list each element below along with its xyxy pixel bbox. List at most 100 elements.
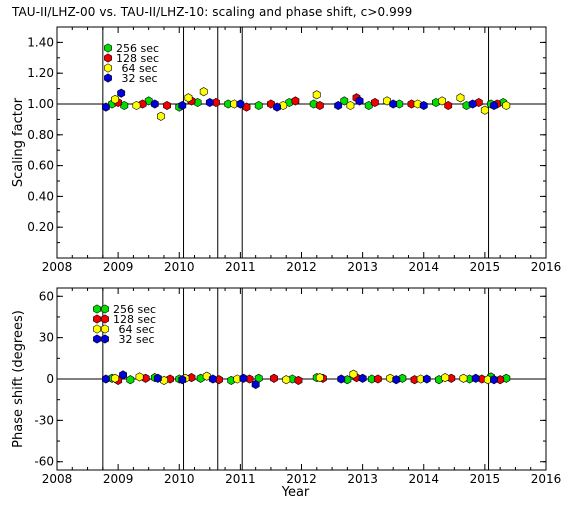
- data-point-32-sec: [205, 97, 214, 108]
- legend-marker: [104, 63, 112, 73]
- data-point-256-sec: [502, 373, 511, 383]
- data-point-64-sec: [132, 100, 141, 111]
- data-point-32-sec: [251, 379, 260, 390]
- y-tick-label: 1.20: [27, 66, 54, 80]
- x-tick-label: 2011: [225, 260, 256, 274]
- data-point-32-sec: [239, 373, 248, 383]
- data-point-32-sec: [392, 375, 401, 385]
- panel-2: 2008 2009 2010 2011 2012 2013 2014 2015 2016 -60 -…: [11, 287, 562, 500]
- y-tick-label: 0.80: [27, 128, 54, 142]
- data-point-32-sec: [358, 373, 367, 383]
- legend-label: 128 sec: [116, 52, 159, 65]
- legend-label: 256 sec: [113, 303, 156, 316]
- data-point-64-sec: [312, 90, 321, 100]
- data-point-32-sec: [468, 99, 477, 109]
- data-point-32-sec: [422, 374, 431, 384]
- data-point-64-sec: [438, 96, 447, 106]
- x-tick-label: 2015: [470, 472, 501, 486]
- y-axis-label: Phase shift (degrees): [11, 310, 26, 448]
- data-point-128-sec: [373, 374, 382, 384]
- data-point-32-sec: [153, 373, 162, 383]
- data-point-128-sec: [138, 99, 147, 109]
- data-point-256-sec: [144, 96, 153, 106]
- data-point-64-sec: [157, 111, 165, 121]
- data-point-64-sec: [184, 93, 193, 103]
- data-point-64-sec: [315, 373, 324, 383]
- legend-marker: [93, 304, 101, 314]
- data-point-64-sec: [111, 373, 119, 383]
- data-point-256-sec: [309, 99, 318, 109]
- y-tick-label: 30: [39, 331, 54, 345]
- legend-marker: [93, 324, 101, 334]
- data-point-256-sec: [126, 375, 135, 385]
- legend-label: 32 sec: [113, 333, 155, 346]
- data-point-32-sec: [117, 88, 126, 98]
- y-tick-label: 1.40: [27, 35, 54, 49]
- data-point-32-sec: [150, 99, 159, 109]
- chart-title: TAU-II/LHZ-00 vs. TAU-II/LHZ-10: scaling…: [12, 5, 413, 19]
- data-point-32-sec: [337, 374, 346, 384]
- y-tick-label: 0: [46, 372, 54, 386]
- x-tick-label: 2008: [42, 260, 73, 274]
- x-tick-label: 2014: [408, 472, 439, 486]
- data-point-128-sec: [266, 99, 275, 109]
- legend-label: 64 sec: [113, 323, 155, 336]
- x-axis-label: Year: [281, 485, 310, 500]
- data-point-32-sec: [119, 370, 127, 380]
- data-point-64-sec: [459, 373, 468, 383]
- data-point-32-sec: [419, 100, 428, 111]
- x-tick-label: 2013: [347, 260, 378, 274]
- legend-label: 128 sec: [113, 313, 156, 326]
- data-point-64-sec: [502, 100, 511, 111]
- data-point-128-sec: [315, 100, 324, 111]
- data-point-256-sec: [398, 373, 407, 383]
- x-tick-label: 2013: [347, 472, 378, 486]
- x-tick-label: 2009: [103, 260, 134, 274]
- data-point-128-sec: [294, 375, 303, 385]
- legend-marker: [104, 53, 112, 63]
- legend-marker: [101, 334, 109, 344]
- x-tick-label: 2016: [531, 260, 562, 274]
- data-point-128-sec: [370, 97, 379, 108]
- data-point-128-sec: [166, 374, 174, 384]
- data-point-32-sec: [102, 102, 110, 112]
- data-point-64-sec: [111, 94, 119, 104]
- data-point-64-sec: [386, 373, 395, 383]
- x-tick-label: 2016: [531, 472, 562, 486]
- data-point-64-sec: [135, 372, 144, 382]
- x-tick-label: 2015: [470, 260, 501, 274]
- x-tick-label: 2012: [286, 260, 317, 274]
- panel-1: 2008 2009 2010 2011 2012 2013 2014 2015 2016 0.20…: [11, 26, 562, 274]
- data-point-64-sec: [346, 100, 355, 111]
- legend-label: 64 sec: [116, 62, 158, 75]
- x-tick-label: 2008: [42, 472, 73, 486]
- legend-marker: [101, 314, 109, 324]
- data-point-64-sec: [202, 371, 211, 381]
- data-point-256-sec: [254, 100, 263, 111]
- data-point-128-sec: [163, 100, 171, 111]
- x-tick-label: 2012: [286, 472, 317, 486]
- data-point-32-sec: [178, 375, 187, 385]
- y-tick-label: 1.00: [27, 97, 54, 111]
- y-tick-label: -60: [34, 455, 54, 469]
- data-point-64-sec: [199, 87, 208, 97]
- data-point-64-sec: [413, 99, 422, 109]
- data-point-64-sec: [279, 100, 288, 111]
- x-tick-label: 2010: [164, 472, 195, 486]
- y-axis-label: Scaling factor: [11, 97, 26, 187]
- x-tick-label: 2011: [225, 472, 256, 486]
- legend-marker: [104, 73, 112, 83]
- data-point-32-sec: [355, 96, 364, 106]
- y-tick-label: 60: [39, 289, 54, 303]
- legend-marker: [101, 304, 109, 314]
- data-point-32-sec: [490, 100, 499, 111]
- x-tick-label: 2009: [103, 472, 134, 486]
- legend-label: 32 sec: [116, 72, 158, 85]
- legend-marker: [101, 324, 109, 334]
- data-point-32-sec: [208, 374, 217, 384]
- y-tick-label: 0.60: [27, 159, 54, 173]
- data-point-64-sec: [456, 93, 465, 103]
- data-point-32-sec: [334, 100, 343, 111]
- data-point-64-sec: [480, 105, 489, 115]
- x-tick-label: 2010: [164, 260, 195, 274]
